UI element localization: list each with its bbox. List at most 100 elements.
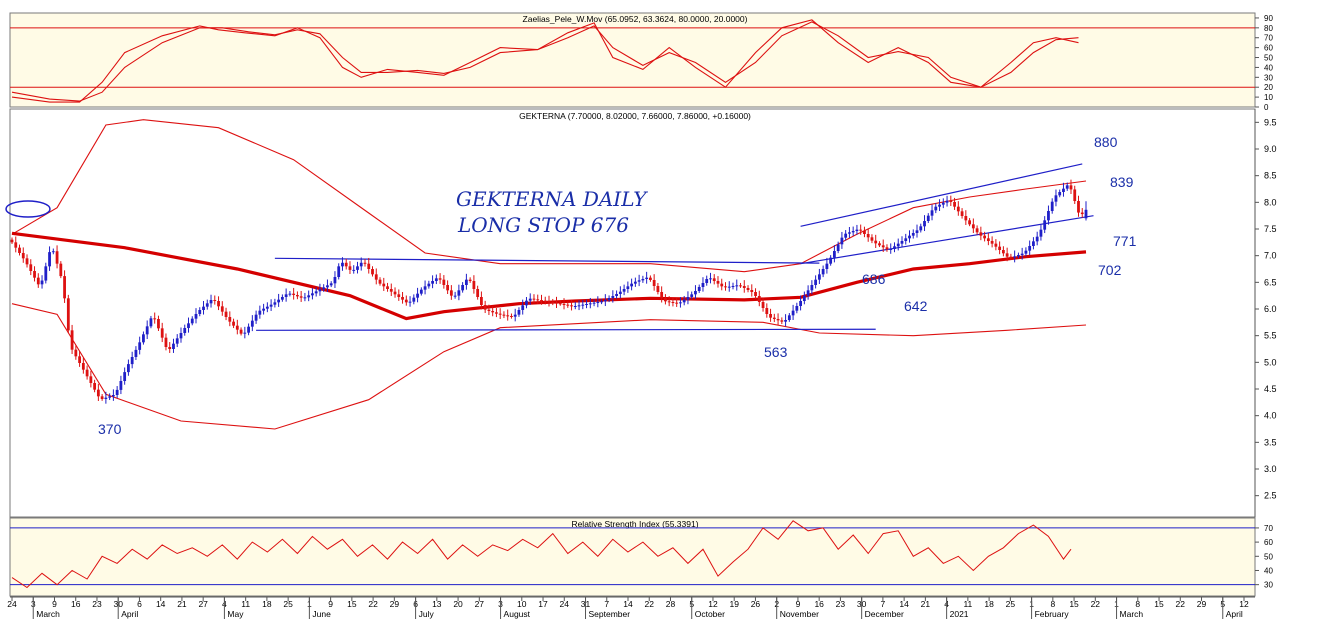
rsi-line xyxy=(11,520,1072,589)
candle-body xyxy=(179,333,183,339)
x-tick-label: 24 xyxy=(7,599,17,609)
candle-body xyxy=(592,302,596,304)
candle-body xyxy=(1054,195,1058,202)
candle-body xyxy=(14,242,18,248)
candle-body xyxy=(900,241,904,244)
rsi-ytick-label: 70 xyxy=(1264,524,1273,533)
price-ytick-label: 4.5 xyxy=(1264,384,1277,394)
x-tick-label: 9 xyxy=(796,599,801,609)
candle-body xyxy=(645,277,649,279)
level-839: 839 xyxy=(1110,174,1134,190)
candle-body xyxy=(36,277,40,285)
candle-body xyxy=(367,263,371,269)
candle-body xyxy=(705,279,709,283)
candle-body xyxy=(626,286,630,289)
candle-body xyxy=(318,289,322,292)
candle-body xyxy=(611,296,615,298)
candle-body xyxy=(536,299,540,301)
x-tick-label: 7 xyxy=(604,599,609,609)
candle-body xyxy=(284,294,288,297)
candle-body xyxy=(18,247,21,253)
price-ytick-label: 6.0 xyxy=(1264,304,1277,314)
candle-body xyxy=(96,389,100,397)
candle-body xyxy=(119,381,123,390)
candle-body xyxy=(239,329,243,334)
osc-ytick-label: 0 xyxy=(1264,103,1269,112)
candle-body xyxy=(329,283,333,286)
candle-body xyxy=(224,311,228,317)
month-label: February xyxy=(1035,609,1070,619)
candle-body xyxy=(874,240,878,244)
candle-body xyxy=(55,251,59,264)
candle-body xyxy=(247,326,250,333)
rsi-ytick-label: 50 xyxy=(1264,552,1273,561)
candle-body xyxy=(63,276,66,299)
candle-body xyxy=(686,297,690,300)
candle-body xyxy=(769,314,772,318)
candle-body xyxy=(911,233,915,236)
candle-body xyxy=(949,200,953,202)
candle-body xyxy=(495,312,498,314)
x-tick-label: 27 xyxy=(198,599,208,609)
candle-body xyxy=(968,220,971,225)
candle-body xyxy=(311,293,314,296)
candle-body xyxy=(111,395,115,397)
candle-body xyxy=(607,298,611,300)
candle-body xyxy=(581,304,585,306)
candle-body xyxy=(652,280,656,286)
x-tick-label: 23 xyxy=(836,599,846,609)
marker-ellipse xyxy=(5,200,51,218)
month-label: October xyxy=(695,609,725,619)
osc-ytick-label: 60 xyxy=(1264,44,1273,53)
candle-body xyxy=(836,244,840,251)
candle-body xyxy=(915,230,919,233)
price-ytick-label: 3.5 xyxy=(1264,437,1277,447)
price-panel xyxy=(9,108,1256,518)
candle-body xyxy=(326,285,329,288)
candle-body xyxy=(115,389,119,395)
candle-body xyxy=(464,279,468,285)
candle-body xyxy=(821,269,825,275)
candle-body xyxy=(1005,253,1009,257)
rsi-ytick-label: 40 xyxy=(1264,566,1273,575)
candle-body xyxy=(427,283,431,287)
candle-body xyxy=(765,308,769,314)
candle-body xyxy=(851,231,855,233)
candle-body xyxy=(960,211,964,216)
candle-body xyxy=(1013,256,1017,258)
trendline xyxy=(800,163,1083,227)
osc-fast-line xyxy=(11,19,1079,103)
candle-body xyxy=(975,228,979,233)
candle-body xyxy=(160,328,164,338)
x-tick-label: 27 xyxy=(475,599,485,609)
candle-body xyxy=(1058,192,1062,196)
candle-body xyxy=(408,301,412,303)
x-tick-label: 16 xyxy=(71,599,81,609)
candle-body xyxy=(754,292,757,296)
candle-body xyxy=(1084,209,1088,219)
x-tick-label: 21 xyxy=(921,599,931,609)
candle-body xyxy=(799,301,803,306)
candle-body xyxy=(731,286,735,287)
x-tick-label: 8 xyxy=(1135,599,1140,609)
candle-body xyxy=(735,285,739,287)
x-tick-label: 9 xyxy=(52,599,57,609)
candle-body xyxy=(194,314,198,319)
x-tick-label: 26 xyxy=(751,599,761,609)
candle-body xyxy=(307,295,311,298)
x-axis: 2439162330614212741118251915222961320273… xyxy=(7,596,1255,619)
month-label: May xyxy=(227,609,244,619)
candle-body xyxy=(40,280,44,285)
candle-body xyxy=(558,303,562,305)
candle-body xyxy=(622,289,626,292)
candle-body xyxy=(228,317,232,322)
candle-body xyxy=(697,287,701,291)
candle-body xyxy=(510,316,513,317)
candle-body xyxy=(585,304,588,305)
candle-body xyxy=(795,306,799,311)
price-ytick-label: 9.5 xyxy=(1264,117,1277,127)
candle-body xyxy=(100,396,104,399)
candle-body xyxy=(543,300,547,302)
osc-ytick-label: 20 xyxy=(1264,83,1273,92)
candle-body xyxy=(487,309,491,311)
